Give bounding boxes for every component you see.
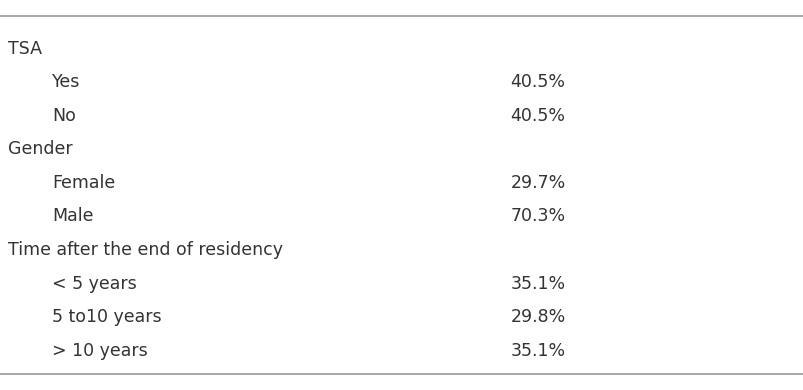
Text: 40.5%: 40.5% (510, 107, 565, 125)
Text: Male: Male (52, 207, 94, 225)
Text: < 5 years: < 5 years (52, 275, 137, 292)
Text: 70.3%: 70.3% (510, 207, 565, 225)
Text: TSA: TSA (8, 40, 42, 58)
Text: 29.7%: 29.7% (510, 174, 565, 192)
Text: Yes: Yes (52, 73, 80, 91)
Text: > 10 years: > 10 years (52, 342, 148, 360)
Text: 5 to10 years: 5 to10 years (52, 308, 161, 326)
Text: Time after the end of residency: Time after the end of residency (8, 241, 283, 259)
Text: 35.1%: 35.1% (510, 342, 565, 360)
Text: 40.5%: 40.5% (510, 73, 565, 91)
Text: 29.8%: 29.8% (510, 308, 565, 326)
Text: Gender: Gender (8, 140, 72, 158)
Text: 35.1%: 35.1% (510, 275, 565, 292)
Text: Female: Female (52, 174, 116, 192)
Text: No: No (52, 107, 76, 125)
